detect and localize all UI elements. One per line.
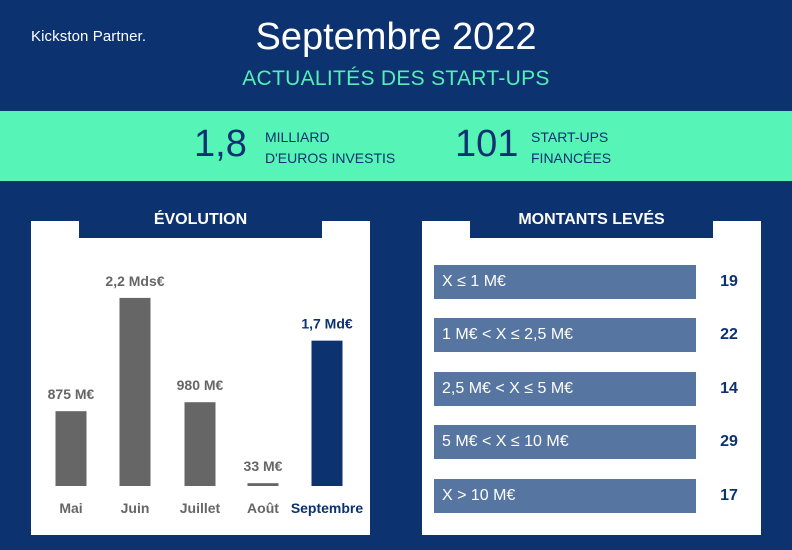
page-title: Septembre 2022 [255,16,537,58]
range-bar-4: 5 M€ < X ≤ 10 M€ [434,425,696,459]
stat-startups-label-line2: FINANCÉES [531,150,612,166]
bar-label-aout: 33 M€ [244,458,283,474]
stat-investment-label-line2: D'EUROS INVESTIS [265,150,396,166]
stat-startups-label-line1: START-UPS [531,129,609,145]
x-tick-septembre: Septembre [291,500,364,516]
page-subtitle: ACTUALITÉS DES START-UPS [242,67,550,90]
bar-label-septembre: 1,7 Md€ [301,316,353,332]
evolution-panel-title: ÉVOLUTION [79,200,322,238]
range-count-3: 14 [720,380,738,397]
bar-label-mai: 875 M€ [48,386,95,402]
evolution-chart: 875 M€ Mai 2,2 Mds€ Juin 980 M€ Juillet 33 M€ A… [48,273,364,516]
range-count-2: 22 [720,326,738,343]
stat-startups-value: 101 [455,123,519,165]
range-bar-1: X ≤ 1 M€ [434,265,696,299]
bar-juin [119,297,151,486]
stat-investment-label: MILLIARD D'EUROS INVESTIS [265,127,395,169]
brand-logo: Kickston Partner. [31,28,147,45]
bar-septembre [311,340,343,486]
range-bar-2: 1 M€ < X ≤ 2,5 M€ [434,318,696,352]
range-bar-5: X > 10 M€ [434,479,696,513]
stat-investment-label-line1: MILLIARD [265,129,330,145]
stat-startups-label: START-UPS FINANCÉES [531,127,611,169]
x-tick-juin: Juin [121,500,150,516]
range-count-4: 29 [720,433,738,450]
range-count-5: 17 [720,487,738,504]
bar-aout [247,483,279,486]
stat-investment-value: 1,8 [194,123,247,165]
bar-label-juillet: 980 M€ [177,377,224,393]
stats-band: 1,8 MILLIARD D'EUROS INVESTIS 101 START-… [0,111,792,181]
bar-label-juin: 2,2 Mds€ [105,273,164,289]
bar-juillet [184,402,216,486]
range-count-1: 19 [720,273,738,290]
x-tick-aout: Août [247,500,279,516]
range-bar-3: 2,5 M€ < X ≤ 5 M€ [434,372,696,406]
bar-mai [55,411,87,486]
x-tick-mai: Mai [59,500,82,516]
montants-panel-title: MONTANTS LEVÉS [470,200,713,238]
x-tick-juillet: Juillet [180,500,221,516]
